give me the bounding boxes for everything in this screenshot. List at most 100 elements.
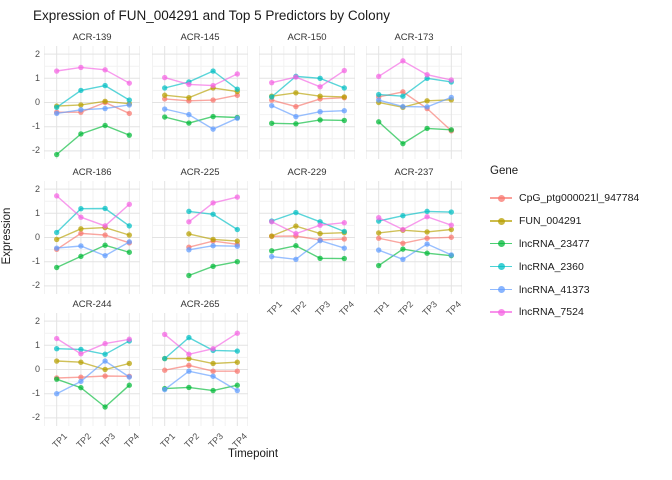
data-point-lncRNA_7524: [210, 200, 216, 206]
data-point-CpG_ptg000021l_947784: [210, 368, 216, 374]
chart-title: Expression of FUN_004291 and Top 5 Predi…: [33, 8, 390, 23]
x-tick-label: TP2: [289, 299, 308, 318]
data-point-lncRNA_7524: [210, 345, 216, 352]
data-point-lncRNA_7524: [341, 220, 347, 226]
series-line-lncRNA_7524: [164, 332, 238, 356]
data-point-lncRNA_7524: [424, 71, 430, 78]
data-point-lncRNA_2360: [400, 213, 406, 219]
series-line-lncRNA_23477: [164, 115, 238, 124]
y-tick-label: 0: [34, 97, 40, 107]
y-tick-label: -2: [31, 280, 40, 291]
data-point-lncRNA_7524: [448, 77, 454, 83]
data-point-lncRNA_23477: [448, 127, 454, 133]
data-point-CpG_ptg000021l_947784: [186, 362, 192, 369]
data-point-lncRNA_23477: [54, 151, 60, 158]
data-point-lncRNA_2360: [234, 226, 240, 233]
y-tick-label: -1: [31, 121, 40, 132]
legend-key-icon: [490, 260, 512, 274]
data-point-lncRNA_7524: [102, 67, 108, 73]
legend-entries: CpG_ptg000021l_947784 FUN_004291 lncRNA_23…: [490, 187, 639, 324]
series-line-lncRNA_23477: [56, 378, 130, 408]
data-point-lncRNA_41373: [102, 252, 108, 259]
data-point-lncRNA_7524: [448, 222, 454, 228]
series-line-lncRNA_41373: [56, 104, 130, 115]
data-point-lncRNA_23477: [54, 376, 60, 382]
data-point-lncRNA_23477: [210, 113, 216, 120]
series-line-FUN_004291: [56, 226, 130, 241]
series-line-lncRNA_23477: [271, 119, 345, 125]
data-point-lncRNA_23477: [269, 248, 275, 254]
x-tick-label: TP1: [265, 299, 284, 318]
data-point-lncRNA_7524: [78, 214, 84, 220]
facet-plot-area: [366, 181, 462, 294]
data-point-lncRNA_2360: [400, 93, 406, 99]
data-point-lncRNA_23477: [162, 114, 168, 120]
data-point-lncRNA_41373: [341, 245, 347, 251]
y-tick-label: 0: [34, 232, 40, 242]
facet-panel-ACR-237: ACR-237 TP1 TP2 TP3 TP4: [366, 167, 463, 318]
data-point-CpG_ptg000021l_947784: [400, 89, 406, 95]
data-point-FUN_004291: [102, 98, 108, 104]
data-point-lncRNA_23477: [400, 246, 406, 252]
data-point-lncRNA_23477: [210, 387, 216, 394]
data-point-lncRNA_2360: [293, 209, 299, 216]
data-point-lncRNA_7524: [400, 58, 406, 64]
x-tick-label: TP3: [313, 299, 333, 318]
data-point-lncRNA_23477: [317, 255, 323, 262]
data-point-lncRNA_7524: [186, 81, 192, 88]
data-point-lncRNA_7524: [78, 351, 84, 357]
data-point-lncRNA_2360: [126, 223, 132, 229]
data-point-lncRNA_41373: [162, 386, 168, 393]
data-point-lncRNA_7524: [317, 84, 323, 90]
data-point-lncRNA_23477: [293, 121, 299, 127]
y-tick-label: 1: [34, 72, 40, 83]
data-point-lncRNA_41373: [376, 247, 382, 253]
series-line-lncRNA_41373: [164, 370, 238, 392]
data-point-lncRNA_41373: [269, 102, 275, 109]
y-axis-title: Expression: [1, 207, 13, 265]
data-point-lncRNA_23477: [78, 131, 84, 137]
data-point-lncRNA_41373: [234, 387, 240, 394]
facet-panel-ACR-265: ACR-265 TP1 TP2 TP3 TP4: [152, 299, 249, 450]
data-point-CpG_ptg000021l_947784: [102, 232, 108, 238]
data-point-lncRNA_23477: [126, 249, 132, 255]
data-point-lncRNA_7524: [210, 82, 216, 89]
data-point-lncRNA_23477: [126, 132, 132, 138]
data-point-lncRNA_7524: [400, 226, 406, 233]
facet-panel-ACR-186: ACR-186 2 1 0 -1 -2: [32, 167, 140, 294]
data-point-lncRNA_23477: [186, 272, 192, 279]
data-point-lncRNA_23477: [400, 140, 406, 147]
series-line-FUN_004291: [164, 87, 238, 99]
data-point-lncRNA_23477: [341, 255, 347, 262]
facet-panel-ACR-145: ACR-145: [152, 32, 248, 159]
data-point-lncRNA_7524: [376, 73, 382, 80]
series-line-CpG_ptg000021l_947784: [164, 364, 238, 372]
legend-key-icon: [490, 283, 512, 297]
data-point-lncRNA_7524: [234, 194, 240, 200]
data-point-lncRNA_23477: [234, 382, 240, 388]
legend-entry-lncRNA_7524: lncRNA_7524: [490, 301, 639, 324]
data-point-CpG_ptg000021l_947784: [78, 230, 84, 237]
x-axis-title: Timepoint: [227, 448, 279, 460]
data-point-FUN_004291: [126, 360, 132, 367]
data-point-FUN_004291: [102, 366, 108, 373]
data-point-CpG_ptg000021l_947784: [341, 236, 347, 242]
y-tick-label: -1: [31, 256, 40, 267]
data-point-lncRNA_41373: [448, 252, 454, 258]
legend-key-icon: [490, 191, 512, 205]
data-point-CpG_ptg000021l_947784: [78, 374, 84, 380]
data-point-FUN_004291: [186, 94, 192, 101]
data-point-lncRNA_2360: [234, 348, 240, 354]
series-line-CpG_ptg000021l_947784: [56, 232, 130, 250]
data-point-lncRNA_7524: [126, 336, 132, 342]
data-point-FUN_004291: [78, 226, 84, 232]
data-point-lncRNA_41373: [186, 368, 192, 374]
legend-key-dot: [498, 194, 505, 202]
facet-title: ACR-145: [180, 32, 220, 43]
facet-plot-area: [44, 181, 140, 294]
data-point-lncRNA_7524: [293, 74, 299, 80]
series-line-lncRNA_2360: [56, 84, 130, 108]
data-point-lncRNA_7524: [162, 331, 168, 338]
data-point-lncRNA_23477: [186, 384, 192, 391]
facet-title: ACR-186: [72, 167, 112, 178]
